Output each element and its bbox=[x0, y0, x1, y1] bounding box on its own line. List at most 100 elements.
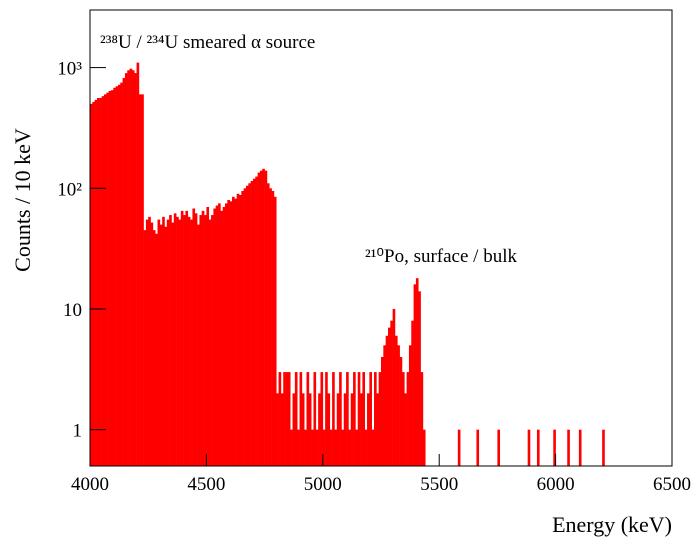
bar bbox=[248, 183, 251, 466]
bar bbox=[290, 429, 293, 466]
bar bbox=[415, 278, 419, 466]
bar bbox=[115, 86, 119, 467]
bar bbox=[283, 372, 286, 466]
bar bbox=[197, 224, 200, 466]
x-tick-label: 4000 bbox=[71, 474, 109, 495]
bar bbox=[122, 77, 126, 466]
bar bbox=[143, 230, 147, 466]
bar bbox=[129, 68, 133, 467]
bar bbox=[117, 84, 121, 467]
bar bbox=[287, 372, 291, 466]
bar bbox=[190, 219, 193, 466]
bar bbox=[110, 90, 114, 466]
bar bbox=[206, 206, 210, 466]
bar bbox=[411, 320, 414, 466]
bar bbox=[145, 219, 149, 466]
bar bbox=[269, 188, 272, 466]
bar bbox=[318, 393, 321, 466]
bar bbox=[553, 429, 556, 466]
bar bbox=[346, 372, 349, 466]
bar bbox=[390, 320, 393, 466]
bar bbox=[292, 393, 296, 466]
bar bbox=[155, 233, 158, 466]
bar bbox=[185, 210, 189, 466]
bar bbox=[339, 372, 342, 466]
bar bbox=[173, 213, 177, 466]
bar bbox=[457, 429, 461, 466]
bar bbox=[124, 73, 128, 466]
bar bbox=[229, 201, 233, 466]
y-tick-label: 10² bbox=[57, 179, 82, 200]
bar bbox=[215, 205, 219, 466]
annotation: ²¹⁰Po, surface / bulk bbox=[365, 246, 517, 267]
bar bbox=[159, 224, 163, 466]
bar bbox=[304, 429, 307, 466]
bar bbox=[602, 429, 605, 466]
bar bbox=[176, 216, 179, 466]
bar bbox=[325, 372, 328, 466]
bar bbox=[311, 429, 314, 466]
bar bbox=[497, 429, 501, 466]
bar bbox=[259, 170, 263, 466]
bar bbox=[141, 94, 144, 466]
bar bbox=[278, 372, 282, 466]
bar bbox=[150, 222, 154, 466]
bar bbox=[353, 372, 356, 466]
bar bbox=[297, 429, 300, 466]
bar bbox=[232, 196, 235, 466]
bar bbox=[243, 188, 247, 466]
bar bbox=[343, 393, 347, 466]
bar bbox=[401, 372, 405, 466]
bar bbox=[280, 393, 284, 466]
bar bbox=[164, 226, 168, 466]
bar bbox=[134, 73, 137, 466]
bar bbox=[567, 429, 570, 466]
bar bbox=[355, 429, 359, 466]
bar bbox=[96, 97, 100, 466]
bar bbox=[294, 372, 298, 466]
bar bbox=[397, 345, 400, 466]
bar bbox=[408, 345, 412, 466]
bar bbox=[257, 172, 261, 466]
bar bbox=[378, 372, 382, 466]
bar bbox=[387, 327, 391, 466]
bar bbox=[234, 198, 237, 466]
bar bbox=[169, 215, 172, 466]
bar bbox=[332, 372, 335, 466]
bar bbox=[166, 219, 170, 466]
bar bbox=[350, 393, 354, 466]
y-tick-label: 10³ bbox=[57, 59, 82, 80]
bar bbox=[322, 429, 326, 466]
bar bbox=[127, 70, 130, 466]
bar bbox=[213, 208, 217, 467]
bar bbox=[336, 393, 340, 466]
bar bbox=[315, 429, 319, 466]
bar bbox=[367, 393, 370, 466]
bar bbox=[399, 357, 403, 466]
bar bbox=[371, 429, 375, 466]
bar bbox=[360, 393, 363, 466]
bar bbox=[99, 97, 102, 466]
bar bbox=[404, 393, 407, 466]
bar bbox=[357, 372, 361, 466]
bar bbox=[94, 99, 98, 467]
bar bbox=[341, 429, 345, 466]
bar bbox=[418, 291, 421, 466]
bar bbox=[211, 215, 214, 466]
bar bbox=[250, 180, 254, 466]
bar bbox=[103, 94, 107, 466]
bar bbox=[327, 393, 331, 466]
y-tick-label: 1 bbox=[73, 421, 83, 442]
bar bbox=[92, 101, 95, 466]
bar bbox=[192, 208, 196, 467]
bar bbox=[392, 308, 396, 466]
bar bbox=[252, 178, 256, 466]
x-tick-label: 5500 bbox=[420, 474, 458, 495]
x-axis-label: Energy (keV) bbox=[552, 512, 672, 537]
bar bbox=[271, 190, 275, 466]
bar bbox=[255, 176, 258, 467]
bar bbox=[266, 183, 270, 466]
bar bbox=[578, 429, 582, 466]
bar bbox=[148, 216, 151, 466]
x-tick-label: 6500 bbox=[653, 474, 691, 495]
